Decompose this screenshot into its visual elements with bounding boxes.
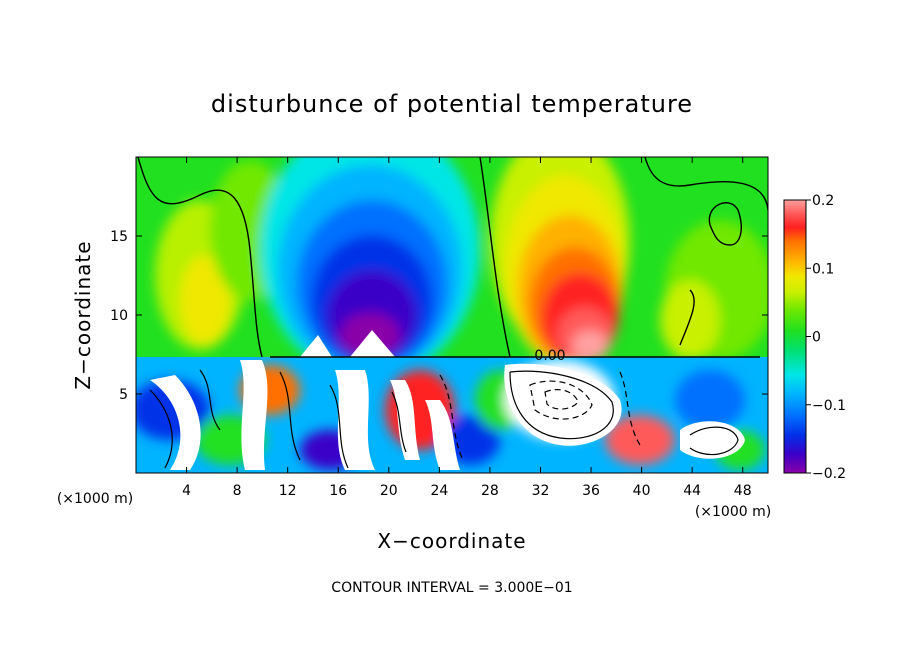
x-tick-label: 40 [633, 483, 651, 499]
y-tick-label: 5 [119, 387, 128, 403]
colorbar-tick-label: −0.1 [812, 398, 846, 414]
colorbar-tick-label: −0.2 [812, 466, 846, 482]
x-tick-label: 12 [279, 483, 297, 499]
contour-label: 0.00 [534, 348, 565, 364]
field-lower [136, 357, 768, 473]
contour-lines [137, 157, 768, 358]
x-tick-label: 20 [380, 483, 398, 499]
x-unit-right: (×1000 m) [695, 504, 771, 520]
y-tick-label: 10 [110, 308, 128, 324]
x-tick-label: 44 [683, 483, 701, 499]
x-unit-left: (×1000 m) [57, 491, 133, 507]
x-axis-label: X−coordinate [377, 529, 526, 553]
x-tick-label: 32 [532, 483, 550, 499]
colorbar-tick-label: 0.1 [812, 261, 834, 277]
x-axis: 4 8 12 16 20 24 28 32 36 40 44 48 [182, 157, 752, 499]
colorbar [783, 199, 807, 474]
x-tick-label: 36 [582, 483, 600, 499]
y-tick-label: 15 [110, 229, 128, 245]
y-axis: 5 10 15 [110, 229, 768, 403]
colorbar-tick-label: 0 [812, 330, 821, 346]
y-axis-label: Z−coordinate [71, 240, 95, 389]
x-tick-label: 4 [182, 483, 191, 499]
contour-interval-note: CONTOUR INTERVAL = 3.000E−01 [331, 580, 572, 596]
colorbar-tick-label: 0.2 [812, 193, 834, 209]
colorbar-ticks: 0.2 0.1 0 −0.1 −0.2 [806, 193, 846, 482]
x-tick-label: 8 [233, 483, 242, 499]
chart-title: disturbunce of potential temperature [211, 90, 693, 118]
x-tick-label: 24 [430, 483, 448, 499]
x-tick-label: 28 [481, 483, 499, 499]
x-tick-label: 16 [329, 483, 347, 499]
x-tick-label: 48 [734, 483, 752, 499]
field-upper [136, 157, 768, 473]
